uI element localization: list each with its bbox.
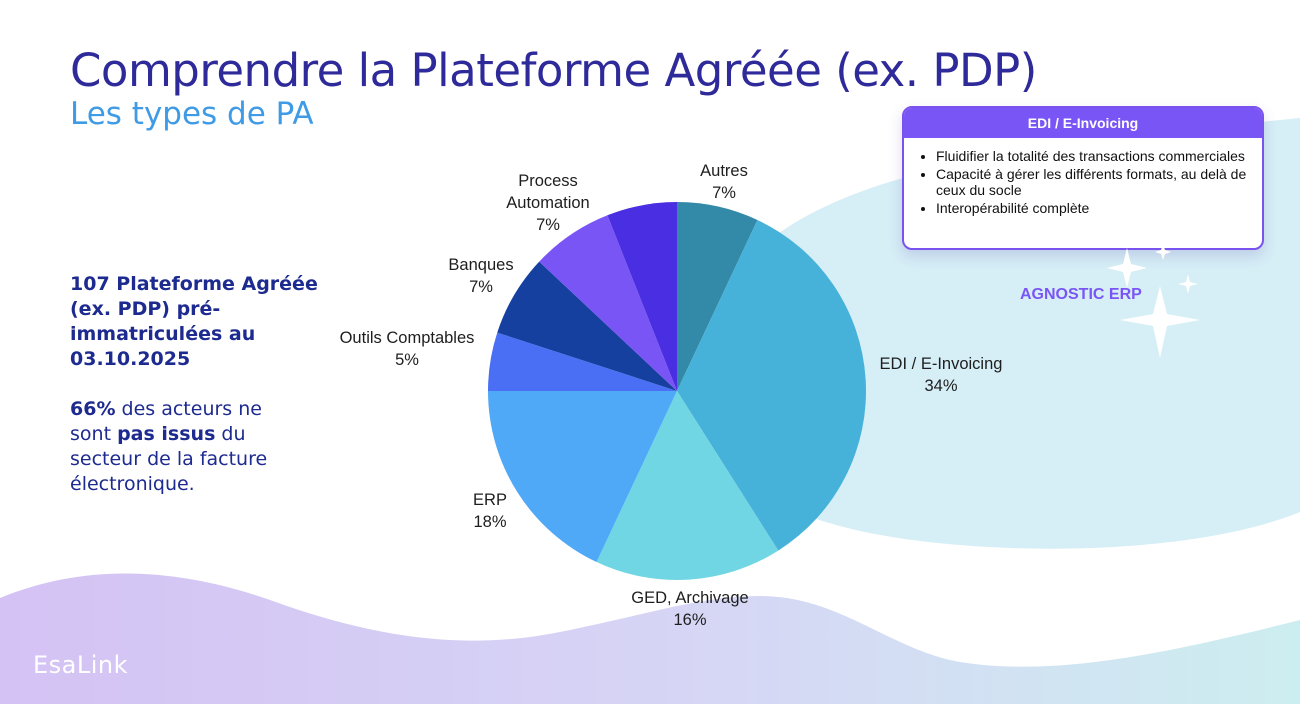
pie-slice-autres xyxy=(677,202,758,391)
info-box-item: Interopérabilité complète xyxy=(936,200,1250,216)
pie-label-process-value: 7% xyxy=(536,216,560,234)
pie-label-ged-name: GED, Archivage xyxy=(631,589,749,607)
pie-label-process: Process Automation 7% xyxy=(488,170,608,236)
stat-text: 66% des acteurs ne sont pas issus du sec… xyxy=(70,397,305,497)
pie-label-edi: EDI / E-Invoicing 34% xyxy=(880,353,1003,397)
pie-label-ged-value: 16% xyxy=(673,611,707,629)
pie-label-erp-name: ERP xyxy=(473,491,507,509)
page-subtitle: Les types de PA xyxy=(70,96,314,132)
sparkle-icon xyxy=(1120,286,1200,358)
pie-label-edi-value: 34% xyxy=(924,377,958,395)
pie-label-outils-name: Outils Comptables xyxy=(339,329,475,347)
edi-info-box: EDI / E-Invoicing Fluidifier la totalité… xyxy=(902,106,1264,250)
info-box-item: Capacité à gérer les différents formats,… xyxy=(936,166,1250,198)
pie-label-banques: Banques 7% xyxy=(448,254,513,298)
sparkle-icon xyxy=(1107,248,1147,288)
info-box-list: Fluidifier la totalité des transactions … xyxy=(904,148,1262,216)
pie-slice-process-automation xyxy=(539,215,677,391)
pie-slice-edi-e-invoicing xyxy=(677,219,866,551)
pie-label-banques-value: 7% xyxy=(469,278,493,296)
stat-text-bold: pas issus xyxy=(117,423,216,445)
info-box-header: EDI / E-Invoicing xyxy=(904,108,1262,138)
esalink-logo: EsaLink xyxy=(33,651,129,679)
stat-text-part1: des acteurs ne sont xyxy=(70,398,262,445)
stat-text-part2: du secteur de la facture électronique. xyxy=(70,423,268,495)
pie-label-autres-value: 7% xyxy=(712,184,736,202)
pie-slice-unlabeled-7 xyxy=(607,202,677,391)
pie-slice-outils-comptables xyxy=(488,332,677,391)
background-wave-bottom xyxy=(0,573,1300,704)
pie-label-ged: GED, Archivage 16% xyxy=(631,587,748,631)
stat-percent: 66% xyxy=(70,398,116,420)
pie-label-banques-name: Banques xyxy=(448,256,514,274)
pie-slice-banques xyxy=(497,261,677,391)
pie-label-autres: Autres 7% xyxy=(700,160,748,204)
pie-label-erp: ERP 18% xyxy=(473,489,507,533)
pie-slice-ged-archivage xyxy=(596,391,779,580)
pie-label-outils-value: 5% xyxy=(395,351,419,369)
pie-label-outils: Outils Comptables 5% xyxy=(340,327,475,371)
pie-label-erp-value: 18% xyxy=(473,513,507,531)
sparkle-icon xyxy=(1155,244,1171,260)
stat-heading: 107 Plateforme Agréée (ex. PDP) pré-imma… xyxy=(70,273,318,370)
agnostic-erp-tag: AGNOSTIC ERP xyxy=(1020,286,1142,303)
sparkle-icon xyxy=(1178,274,1198,294)
pie-slice-erp xyxy=(488,391,677,563)
pie-label-process-name: Process Automation xyxy=(506,172,590,212)
page-title: Comprendre la Plateforme Agréée (ex. PDP… xyxy=(70,44,1037,97)
pie-label-edi-name: EDI / E-Invoicing xyxy=(879,355,1003,373)
info-box-item: Fluidifier la totalité des transactions … xyxy=(936,148,1250,164)
pie-label-autres-name: Autres xyxy=(700,162,748,180)
